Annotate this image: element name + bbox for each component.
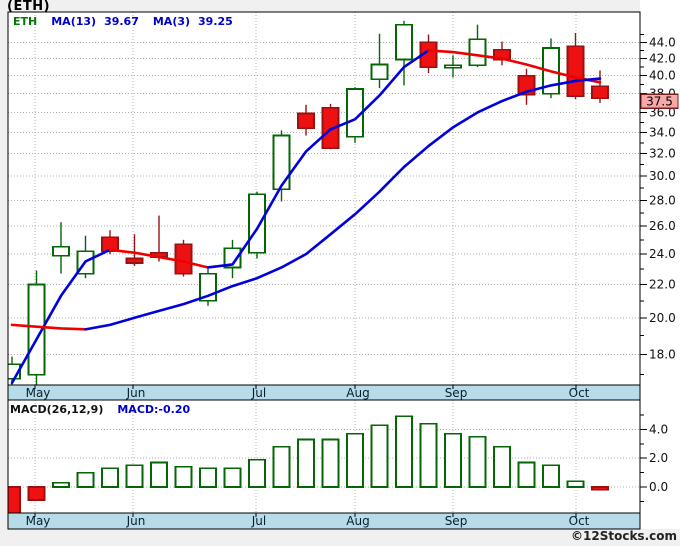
month-label: Jun xyxy=(126,386,146,400)
month-label: Sep xyxy=(445,514,468,528)
macd-bar xyxy=(517,461,536,488)
ma3-line xyxy=(10,49,602,385)
macd-bar xyxy=(321,438,340,488)
candle-body xyxy=(125,257,144,264)
price-tick-label: 24.0 xyxy=(649,247,676,261)
macd-bar xyxy=(493,445,511,488)
macd-params-label: MACD(26,12,9) xyxy=(10,403,104,416)
month-axis-upper xyxy=(7,384,641,401)
price-tick-label: 22.0 xyxy=(649,278,676,292)
page-title: (ETH) xyxy=(7,0,51,14)
legend-symbol: ETH xyxy=(13,15,38,28)
macd-axis xyxy=(640,414,647,502)
month-label: May xyxy=(26,386,51,400)
month-axis-lower xyxy=(7,512,641,530)
month-label: Aug xyxy=(346,514,369,528)
price-tick-label: 20.0 xyxy=(649,311,676,325)
month-label: Oct xyxy=(569,514,590,528)
candle-body xyxy=(444,64,462,69)
macd-bar xyxy=(174,466,193,488)
macd-bar xyxy=(370,424,389,488)
macd-bar xyxy=(346,432,364,488)
candle-body xyxy=(370,63,389,80)
candle-body xyxy=(272,134,291,191)
macd-bar xyxy=(444,432,462,488)
month-label: May xyxy=(26,514,51,528)
candle-body xyxy=(591,85,609,100)
candle-body xyxy=(52,246,70,257)
price-tick-label: 40.0 xyxy=(649,69,676,83)
macd-bar xyxy=(76,471,95,488)
macd-bar xyxy=(272,445,291,488)
macd-bar xyxy=(150,461,168,488)
month-label: Sep xyxy=(445,386,468,400)
month-label: Aug xyxy=(346,386,369,400)
macd-bar xyxy=(27,486,46,501)
price-tick-label: 44.0 xyxy=(649,35,676,49)
candle-body xyxy=(395,23,413,61)
macd-tick-label: 0.0 xyxy=(649,480,668,494)
candle-body xyxy=(321,106,340,150)
candle-body xyxy=(223,247,242,269)
current-price-label: 37.5 xyxy=(646,95,673,109)
chart-legend: ETH MA(13) 39.67 MA(3) 39.25 xyxy=(13,15,247,28)
macd-bar xyxy=(419,422,438,488)
month-label: Jul xyxy=(251,386,266,400)
macd-bar xyxy=(101,467,119,488)
macd-bar xyxy=(223,467,242,488)
macd-tick-label: 2.0 xyxy=(649,451,668,465)
legend-ma3-label: MA(3) xyxy=(152,15,191,28)
candle-body xyxy=(468,38,487,67)
month-label: Jul xyxy=(251,514,266,528)
ma13-line xyxy=(10,77,602,331)
macd-bar xyxy=(199,467,217,488)
candle-body xyxy=(248,193,266,254)
macd-bar xyxy=(566,480,585,488)
current-price-badge xyxy=(640,93,679,109)
price-tick-label: 18.0 xyxy=(649,348,676,362)
macd-bar xyxy=(468,435,487,488)
macd-bar xyxy=(591,486,609,491)
price-tick-label: 34.0 xyxy=(649,125,676,139)
month-label: Jun xyxy=(126,514,146,528)
macd-bar xyxy=(395,415,413,488)
macd-value-label: MACD:-0.20 xyxy=(117,403,191,416)
price-tick-label: 26.0 xyxy=(649,219,676,233)
candle-body xyxy=(297,112,315,130)
candle-body xyxy=(174,243,193,275)
price-tick-label: 28.0 xyxy=(649,193,676,207)
month-label: Oct xyxy=(569,386,590,400)
macd-bar xyxy=(125,464,144,488)
candle-body xyxy=(27,283,46,376)
macd-bar xyxy=(297,438,315,488)
price-tick-label: 36.0 xyxy=(649,105,676,119)
price-tick-label: 42.0 xyxy=(649,52,676,66)
macd-bar xyxy=(52,481,70,488)
macd-histogram xyxy=(8,415,609,513)
price-tick-label: 32.0 xyxy=(649,147,676,161)
legend-ma13-label: MA(13) xyxy=(51,15,97,28)
macd-bar xyxy=(248,458,266,488)
macd-header: MACD(26,12,9) MACD:-0.20 xyxy=(10,403,190,416)
legend-ma3-value: 39.25 xyxy=(198,15,233,28)
candle-body xyxy=(566,45,585,98)
macd-bar xyxy=(8,486,21,513)
macd-tick-label: 4.0 xyxy=(649,422,668,436)
legend-ma13-value: 39.67 xyxy=(104,15,139,28)
macd-bar xyxy=(542,464,560,488)
price-tick-label: 30.0 xyxy=(649,169,676,183)
footer-credit: ©12Stocks.com xyxy=(571,529,677,543)
